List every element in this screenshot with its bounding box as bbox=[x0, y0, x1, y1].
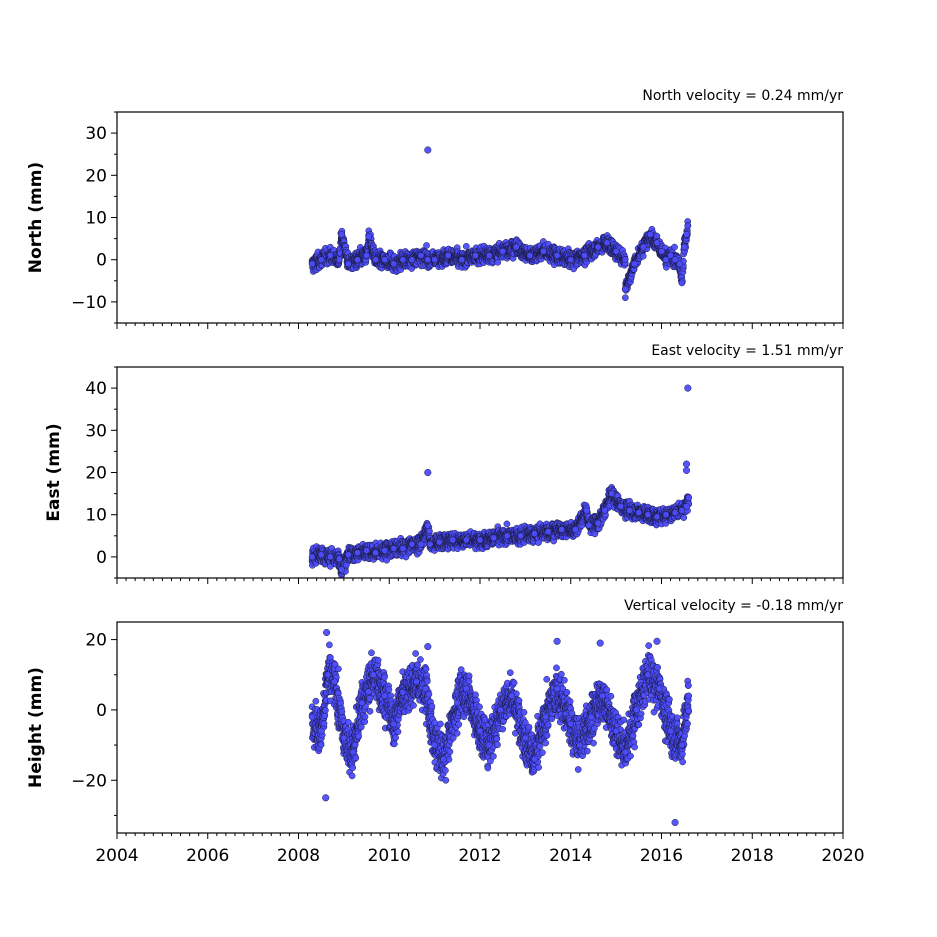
east-point bbox=[503, 520, 511, 528]
east-point bbox=[426, 527, 433, 535]
north-point bbox=[390, 260, 398, 268]
north-point bbox=[603, 239, 611, 247]
north-point bbox=[683, 231, 690, 238]
north-point bbox=[621, 294, 629, 302]
north-y-axis-label: North (mm) bbox=[26, 162, 46, 273]
north-point bbox=[345, 260, 352, 268]
north-point bbox=[526, 252, 534, 259]
north-point bbox=[338, 231, 345, 238]
north-point bbox=[472, 252, 479, 259]
north-point bbox=[462, 242, 470, 250]
north-point bbox=[308, 260, 316, 268]
north-point bbox=[494, 258, 502, 266]
north-axes-frame bbox=[116, 111, 844, 324]
north-point bbox=[372, 256, 379, 264]
y-tick-label: 20 bbox=[85, 166, 107, 186]
y-tick-label: −10 bbox=[71, 293, 107, 313]
north-velocity-title: North velocity = 0.24 mm/yr bbox=[642, 88, 843, 104]
north-point bbox=[326, 252, 334, 259]
north-point bbox=[658, 247, 665, 255]
north-point bbox=[676, 260, 684, 268]
north-point bbox=[653, 239, 661, 247]
north-point bbox=[667, 252, 674, 259]
north-point bbox=[630, 260, 638, 268]
panel-north: −10 0 10 20 30 North (mm) North velocity = 0.2… bbox=[26, 88, 844, 329]
y-tick-label: 30 bbox=[85, 124, 107, 144]
north-point bbox=[662, 256, 670, 264]
north-point bbox=[671, 256, 679, 264]
north-point bbox=[540, 247, 547, 255]
north-point bbox=[639, 252, 647, 260]
north-point bbox=[581, 252, 588, 259]
north-point bbox=[417, 252, 425, 259]
north-outlier-point bbox=[424, 146, 432, 154]
y-tick-label: 0 bbox=[96, 251, 107, 271]
north-point bbox=[680, 243, 688, 251]
north-point bbox=[553, 252, 561, 259]
north-point bbox=[621, 256, 629, 264]
north-point bbox=[621, 285, 629, 293]
north-point bbox=[408, 256, 416, 264]
north-point bbox=[458, 256, 466, 264]
north-point bbox=[499, 247, 507, 255]
north-point bbox=[512, 243, 520, 251]
north-point bbox=[594, 243, 602, 251]
north-point bbox=[612, 247, 620, 255]
north-point bbox=[365, 233, 373, 240]
north-point bbox=[399, 256, 407, 264]
north-point bbox=[646, 231, 654, 238]
north-data-points bbox=[308, 146, 692, 302]
north-point bbox=[317, 256, 325, 264]
north-point bbox=[424, 256, 432, 264]
north-point bbox=[423, 242, 430, 249]
north-point bbox=[335, 256, 343, 264]
north-point bbox=[684, 222, 692, 230]
north-point bbox=[444, 252, 452, 259]
north-point bbox=[381, 256, 389, 264]
north-point bbox=[567, 256, 575, 264]
north-point bbox=[363, 252, 370, 259]
y-tick-label: 10 bbox=[85, 209, 107, 229]
north-point bbox=[431, 256, 438, 264]
north-point bbox=[485, 252, 493, 259]
north-point bbox=[671, 243, 678, 251]
north-point bbox=[678, 279, 686, 287]
north-point bbox=[639, 243, 647, 251]
north-point bbox=[354, 256, 361, 264]
east-data-points bbox=[308, 384, 693, 578]
